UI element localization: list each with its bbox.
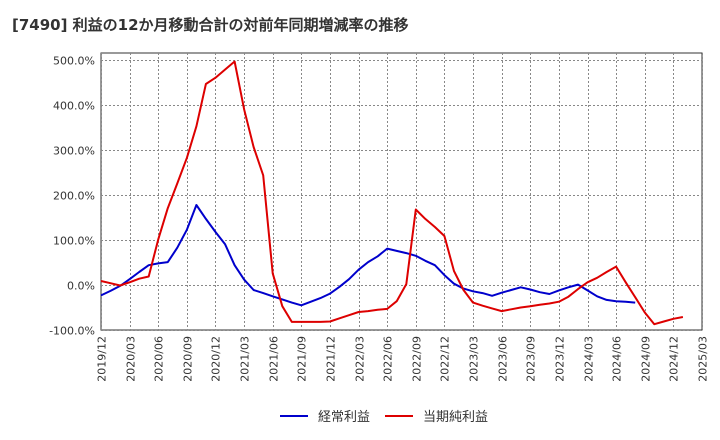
y-tick-label: 0.0% (67, 280, 95, 293)
x-tick-label: 2022/12 (439, 336, 452, 382)
x-tick-label: 2021/03 (239, 336, 252, 382)
x-tick-label: 2024/06 (611, 336, 624, 382)
y-tick-label: 500.0% (53, 55, 95, 68)
series-layer (100, 60, 684, 326)
legend-label: 当期純利益 (423, 410, 488, 425)
axis-layer: -100.0% 0.0% 100.0% 200.0% 300.0% 400.0% 500.0… (49, 55, 709, 382)
x-tick-label: 2023/09 (525, 336, 538, 382)
chart-title: [7490] 利益の12か月移動合計の対前年同期増減率の推移 (12, 16, 409, 34)
legend: 経常利益 当期純利益 (280, 410, 488, 425)
x-tick-label: 2020/03 (125, 336, 138, 382)
x-tick-label: 2022/03 (354, 336, 367, 382)
x-tick-label: 2020/09 (182, 336, 195, 382)
series-line-net-profit (100, 60, 684, 326)
x-tick-label: 2020/06 (153, 336, 166, 382)
y-tick-label: 200.0% (53, 190, 95, 203)
grid-layer (100, 52, 703, 331)
x-tick-label: 2023/06 (497, 336, 510, 382)
x-tick-label: 2021/09 (296, 336, 309, 382)
x-tick-label: 2021/12 (325, 336, 338, 382)
x-tick-label: 2023/03 (468, 336, 481, 382)
y-tick-label: 400.0% (53, 100, 95, 113)
x-tick-label: 2022/06 (382, 336, 395, 382)
x-tick-label: 2024/09 (640, 336, 653, 382)
x-tick-label: 2019/12 (96, 336, 109, 382)
plot-frame (100, 52, 703, 331)
x-tick-label: 2021/06 (268, 336, 281, 382)
y-tick-label: -100.0% (49, 325, 95, 338)
x-tick-label: 2023/12 (554, 336, 567, 382)
x-tick-label: 2024/12 (668, 336, 681, 382)
legend-label: 経常利益 (318, 410, 370, 425)
y-tick-label: 300.0% (53, 145, 95, 158)
series-line-ordinary-profit (100, 204, 636, 307)
y-tick-label: 100.0% (53, 235, 95, 248)
x-tick-label: 2022/09 (411, 336, 424, 382)
x-tick-label: 2024/03 (583, 336, 596, 382)
x-tick-label: 2025/03 (697, 336, 710, 382)
x-tick-label: 2020/12 (210, 336, 223, 382)
